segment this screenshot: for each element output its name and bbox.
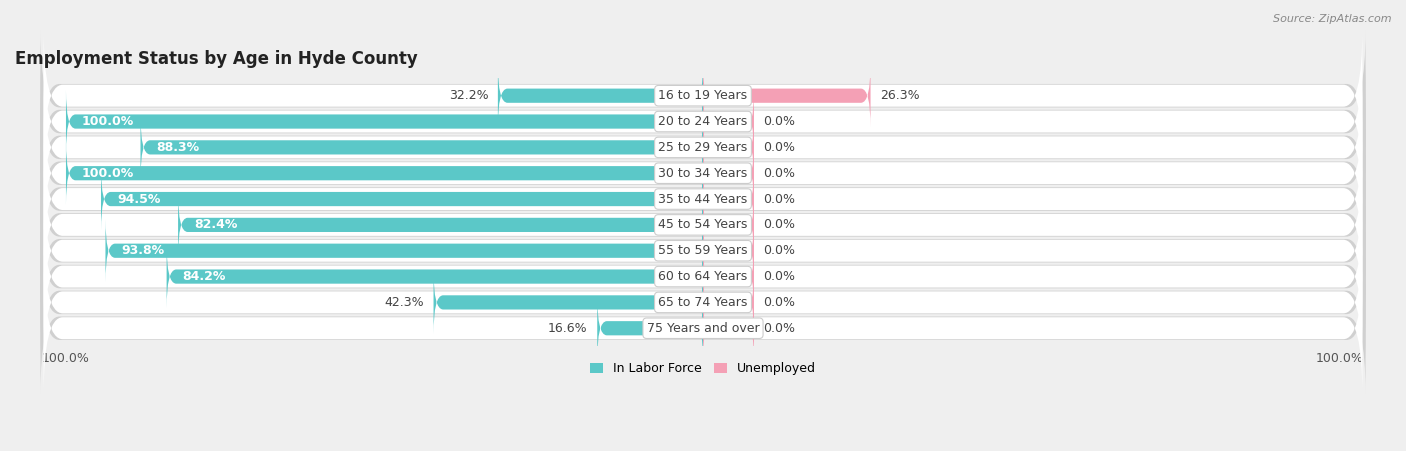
Text: 55 to 59 Years: 55 to 59 Years — [658, 244, 748, 257]
FancyBboxPatch shape — [101, 167, 703, 231]
Text: 0.0%: 0.0% — [763, 115, 796, 128]
Text: 0.0%: 0.0% — [763, 296, 796, 309]
FancyBboxPatch shape — [44, 81, 1362, 214]
Text: 0.0%: 0.0% — [763, 270, 796, 283]
FancyBboxPatch shape — [66, 142, 703, 205]
FancyBboxPatch shape — [703, 219, 754, 282]
Text: 0.0%: 0.0% — [763, 244, 796, 257]
Text: 35 to 44 Years: 35 to 44 Years — [658, 193, 748, 206]
FancyBboxPatch shape — [66, 90, 703, 153]
FancyBboxPatch shape — [703, 116, 754, 179]
Text: 0.0%: 0.0% — [763, 218, 796, 231]
Text: 60 to 64 Years: 60 to 64 Years — [658, 270, 748, 283]
FancyBboxPatch shape — [44, 184, 1362, 317]
FancyBboxPatch shape — [598, 297, 703, 360]
Text: 0.0%: 0.0% — [763, 167, 796, 179]
FancyBboxPatch shape — [703, 64, 870, 127]
FancyBboxPatch shape — [44, 29, 1362, 162]
FancyBboxPatch shape — [433, 271, 703, 334]
FancyBboxPatch shape — [167, 245, 703, 308]
FancyBboxPatch shape — [141, 116, 703, 179]
Text: 0.0%: 0.0% — [763, 322, 796, 335]
FancyBboxPatch shape — [703, 90, 754, 153]
Text: 88.3%: 88.3% — [156, 141, 200, 154]
FancyBboxPatch shape — [41, 237, 1365, 368]
Text: 32.2%: 32.2% — [449, 89, 488, 102]
FancyBboxPatch shape — [41, 133, 1365, 265]
FancyBboxPatch shape — [179, 193, 703, 257]
FancyBboxPatch shape — [105, 219, 703, 282]
Text: 20 to 24 Years: 20 to 24 Years — [658, 115, 748, 128]
FancyBboxPatch shape — [703, 142, 754, 205]
FancyBboxPatch shape — [44, 107, 1362, 240]
Text: 100.0%: 100.0% — [82, 167, 134, 179]
Legend: In Labor Force, Unemployed: In Labor Force, Unemployed — [585, 357, 821, 380]
Text: 75 Years and over: 75 Years and over — [647, 322, 759, 335]
FancyBboxPatch shape — [41, 185, 1365, 317]
Text: 16.6%: 16.6% — [548, 322, 588, 335]
FancyBboxPatch shape — [41, 82, 1365, 213]
FancyBboxPatch shape — [44, 158, 1362, 291]
FancyBboxPatch shape — [41, 211, 1365, 342]
Text: Employment Status by Age in Hyde County: Employment Status by Age in Hyde County — [15, 50, 418, 68]
Text: 82.4%: 82.4% — [194, 218, 238, 231]
FancyBboxPatch shape — [41, 56, 1365, 187]
FancyBboxPatch shape — [41, 262, 1365, 394]
Text: 25 to 29 Years: 25 to 29 Years — [658, 141, 748, 154]
Text: 30 to 34 Years: 30 to 34 Years — [658, 167, 748, 179]
FancyBboxPatch shape — [703, 245, 754, 308]
FancyBboxPatch shape — [44, 236, 1362, 369]
FancyBboxPatch shape — [41, 107, 1365, 239]
FancyBboxPatch shape — [703, 297, 754, 360]
FancyBboxPatch shape — [498, 64, 703, 127]
Text: 93.8%: 93.8% — [121, 244, 165, 257]
Text: 42.3%: 42.3% — [384, 296, 425, 309]
FancyBboxPatch shape — [44, 210, 1362, 343]
Text: 100.0%: 100.0% — [82, 115, 134, 128]
FancyBboxPatch shape — [703, 193, 754, 257]
Text: 26.3%: 26.3% — [880, 89, 920, 102]
FancyBboxPatch shape — [44, 55, 1362, 188]
FancyBboxPatch shape — [703, 167, 754, 231]
FancyBboxPatch shape — [44, 133, 1362, 266]
Text: Source: ZipAtlas.com: Source: ZipAtlas.com — [1274, 14, 1392, 23]
Text: 84.2%: 84.2% — [183, 270, 226, 283]
Text: 65 to 74 Years: 65 to 74 Years — [658, 296, 748, 309]
FancyBboxPatch shape — [41, 159, 1365, 290]
Text: 0.0%: 0.0% — [763, 193, 796, 206]
FancyBboxPatch shape — [703, 271, 754, 334]
Text: 16 to 19 Years: 16 to 19 Years — [658, 89, 748, 102]
Text: 94.5%: 94.5% — [117, 193, 160, 206]
Text: 45 to 54 Years: 45 to 54 Years — [658, 218, 748, 231]
Text: 0.0%: 0.0% — [763, 141, 796, 154]
FancyBboxPatch shape — [41, 30, 1365, 161]
FancyBboxPatch shape — [44, 262, 1362, 395]
